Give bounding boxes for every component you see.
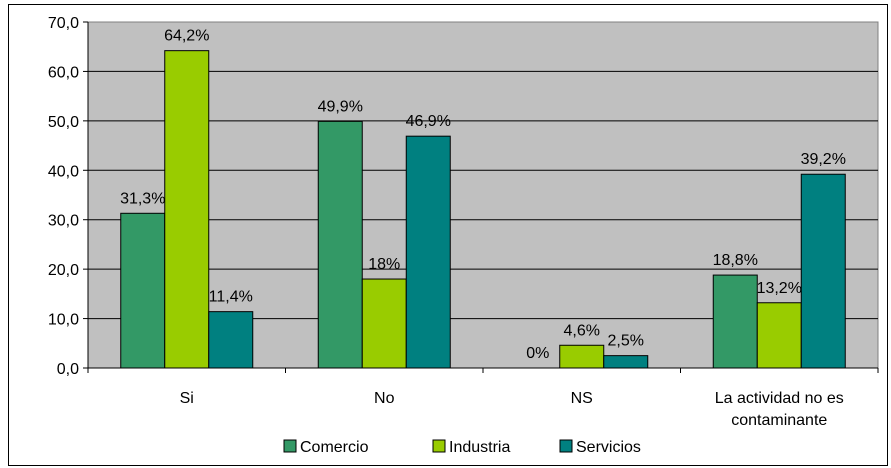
y-tick-label: 20,0: [48, 262, 79, 279]
y-tick-label: 10,0: [48, 312, 79, 329]
data-label: 4,6%: [564, 322, 600, 339]
legend-label: Comercio: [300, 439, 369, 456]
bar-servicios: [405, 135, 451, 369]
category-label: NS: [571, 390, 593, 407]
legend-label: Servicios: [576, 439, 641, 456]
bar-comercio: [712, 274, 758, 369]
category-label: contaminante: [731, 412, 827, 429]
category-label: La actividad no es: [715, 390, 844, 407]
bar-servicios: [800, 173, 846, 369]
y-tick-label: 30,0: [48, 213, 79, 230]
bar-comercio: [317, 120, 363, 369]
bar-industria: [164, 50, 210, 369]
bar-servicios: [208, 311, 254, 369]
data-label: 46,9%: [406, 113, 451, 130]
y-tick-label: 70,0: [48, 15, 79, 32]
category-label: No: [374, 390, 395, 407]
data-label: 0%: [526, 345, 549, 362]
data-label: 11,4%: [209, 289, 253, 306]
data-label: 31,3%: [120, 190, 165, 207]
data-label: 49,9%: [318, 98, 363, 115]
y-tick-label: 60,0: [48, 64, 79, 81]
bar-industria: [559, 344, 605, 369]
bar-industria: [361, 278, 407, 369]
data-label: 2,5%: [608, 333, 644, 350]
category-label: Si: [180, 390, 194, 407]
bar-comercio: [120, 212, 166, 369]
data-label: 39,2%: [801, 151, 846, 168]
y-tick-label: 0,0: [57, 361, 79, 378]
legend-label: Industria: [449, 439, 510, 456]
legend-swatch-servicios: [559, 439, 573, 453]
data-label: 18%: [368, 256, 400, 273]
legend-swatch-comercio: [283, 439, 297, 453]
data-label: 64,2%: [164, 28, 209, 45]
y-tick-label: 40,0: [48, 163, 79, 180]
bar-industria: [756, 302, 802, 369]
bar-servicios: [603, 355, 649, 369]
legend-swatch-industria: [432, 439, 446, 453]
y-tick-label: 50,0: [48, 114, 79, 131]
data-label: 18,8%: [713, 252, 758, 269]
data-label: 13,2%: [757, 280, 802, 297]
